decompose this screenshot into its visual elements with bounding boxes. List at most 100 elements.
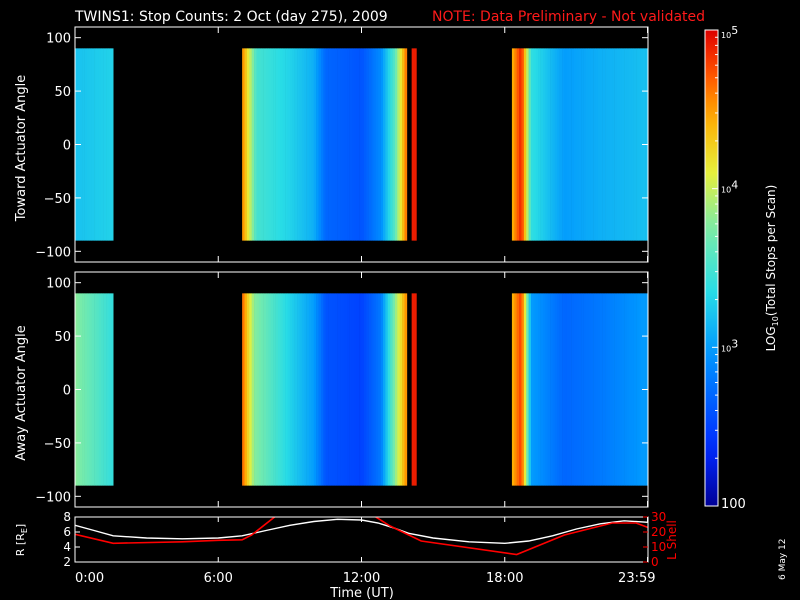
- heatmap-cell: [595, 48, 599, 241]
- heatmap-cell: [292, 293, 295, 486]
- heatmap-cell: [516, 293, 520, 486]
- y-tick-label: 100: [46, 32, 71, 47]
- heatmap-cell: [268, 293, 272, 486]
- heatmap-cell: [380, 48, 384, 241]
- away-angle-panel: 100 50 0 −50 −100: [35, 271, 649, 508]
- heatmap-cell: [583, 293, 587, 486]
- heatmap-cell: [299, 48, 303, 241]
- colorbar-tick-base: 100: [721, 497, 746, 512]
- heatmap-cell: [304, 48, 307, 241]
- heatmap-cell: [526, 48, 529, 241]
- heatmap-cell: [593, 48, 596, 241]
- heatmap-cell: [569, 48, 572, 241]
- heatmap-cell: [614, 48, 618, 241]
- heatmap-cell: [84, 293, 88, 486]
- heatmap-cell: [304, 293, 307, 486]
- heatmap-cell: [514, 48, 517, 241]
- heatmap-cell: [607, 293, 611, 486]
- colorbar-tick-label: 105: [721, 24, 738, 40]
- heatmap-cell: [628, 293, 632, 486]
- heatmap-cell: [538, 48, 541, 241]
- heatmap-cell: [94, 293, 97, 486]
- heatmap-cell: [103, 48, 107, 241]
- heatmap-cell: [82, 48, 85, 241]
- heatmap-cell: [397, 48, 400, 241]
- heatmap-cell: [633, 293, 637, 486]
- y-tick-label: 50: [54, 330, 71, 345]
- heatmap-cell: [258, 48, 262, 241]
- x-tick-label: 12:00: [343, 571, 380, 586]
- heatmap-cell: [523, 48, 527, 241]
- heatmap-cell: [612, 48, 615, 241]
- colorbar-tick-label: 104: [721, 179, 738, 195]
- heatmap-cell: [600, 48, 603, 241]
- colorbar-label-main: LOG: [764, 326, 778, 351]
- away-angle-ylabel: Away Actuator Angle: [14, 325, 29, 460]
- heatmap-cell: [597, 293, 601, 486]
- heatmap-cell: [542, 293, 546, 486]
- heatmap-cell: [590, 48, 594, 241]
- heatmap-cell: [363, 293, 367, 486]
- heatmap-cell: [519, 48, 522, 241]
- heatmap-cell: [359, 293, 362, 486]
- heatmap-cell: [335, 48, 338, 241]
- heatmap-cell: [347, 48, 350, 241]
- heatmap-cell: [552, 293, 556, 486]
- colorbar-tick-base: 10: [721, 31, 731, 40]
- heatmap-cell: [547, 293, 551, 486]
- heatmap-cell: [320, 48, 324, 241]
- heatmap-cell: [607, 48, 611, 241]
- heatmap-cell: [585, 48, 589, 241]
- heatmap-cell: [538, 293, 541, 486]
- heatmap-cell: [242, 293, 245, 486]
- y-tick-label: −100: [35, 490, 71, 505]
- heatmap-cell: [301, 48, 305, 241]
- heatmap-cell: [564, 293, 568, 486]
- heatmap-cell: [540, 293, 544, 486]
- radius-ylabel-main: R [R: [14, 533, 27, 556]
- x-tick-label: 6:00: [204, 571, 233, 586]
- heatmap-cell: [552, 48, 556, 241]
- heatmap-cell: [337, 293, 341, 486]
- heatmap-cell: [626, 48, 630, 241]
- y-tick-label: 2: [63, 555, 71, 569]
- heatmap-cell: [621, 293, 625, 486]
- heatmap-cell: [621, 48, 625, 241]
- y-tick-label: 8: [63, 510, 71, 524]
- heatmap-cell: [516, 48, 520, 241]
- heatmap-cell: [297, 48, 300, 241]
- colorbar-bar: [704, 29, 719, 507]
- heatmap-cell: [382, 293, 386, 486]
- heatmap-cell: [340, 293, 343, 486]
- colorbar-label-rest: (Total Stops per Scan): [764, 185, 778, 316]
- heatmap-cell: [316, 48, 319, 241]
- heatmap-cell: [373, 48, 377, 241]
- heatmap-cell: [414, 48, 417, 241]
- heatmap-cell: [311, 48, 315, 241]
- colorbar-tick-exp: 3: [731, 337, 738, 350]
- heatmap-cell: [108, 48, 112, 241]
- heatmap-cell: [371, 48, 374, 241]
- y-tick-label: −50: [44, 437, 71, 452]
- heatmap-cell: [402, 293, 405, 486]
- heatmap-cell: [361, 48, 365, 241]
- heatmap-cell: [411, 48, 415, 241]
- heatmap-cell: [573, 48, 577, 241]
- heatmap-cell: [392, 48, 396, 241]
- heatmap-cell: [514, 293, 517, 486]
- heatmap-cell: [86, 293, 90, 486]
- y2-tick-label: 20: [651, 525, 666, 539]
- heatmap-cell: [294, 48, 298, 241]
- heatmap-cell: [605, 293, 608, 486]
- heatmap-cell: [624, 48, 627, 241]
- lshell-ylabel: L Shell: [665, 520, 679, 560]
- heatmap-cell: [605, 48, 608, 241]
- heatmap-cell: [280, 48, 284, 241]
- heatmap-cell: [550, 48, 553, 241]
- heatmap-cell: [261, 293, 264, 486]
- heatmap-cell: [602, 293, 606, 486]
- heatmap-cell: [535, 48, 539, 241]
- heatmap-cell: [311, 293, 315, 486]
